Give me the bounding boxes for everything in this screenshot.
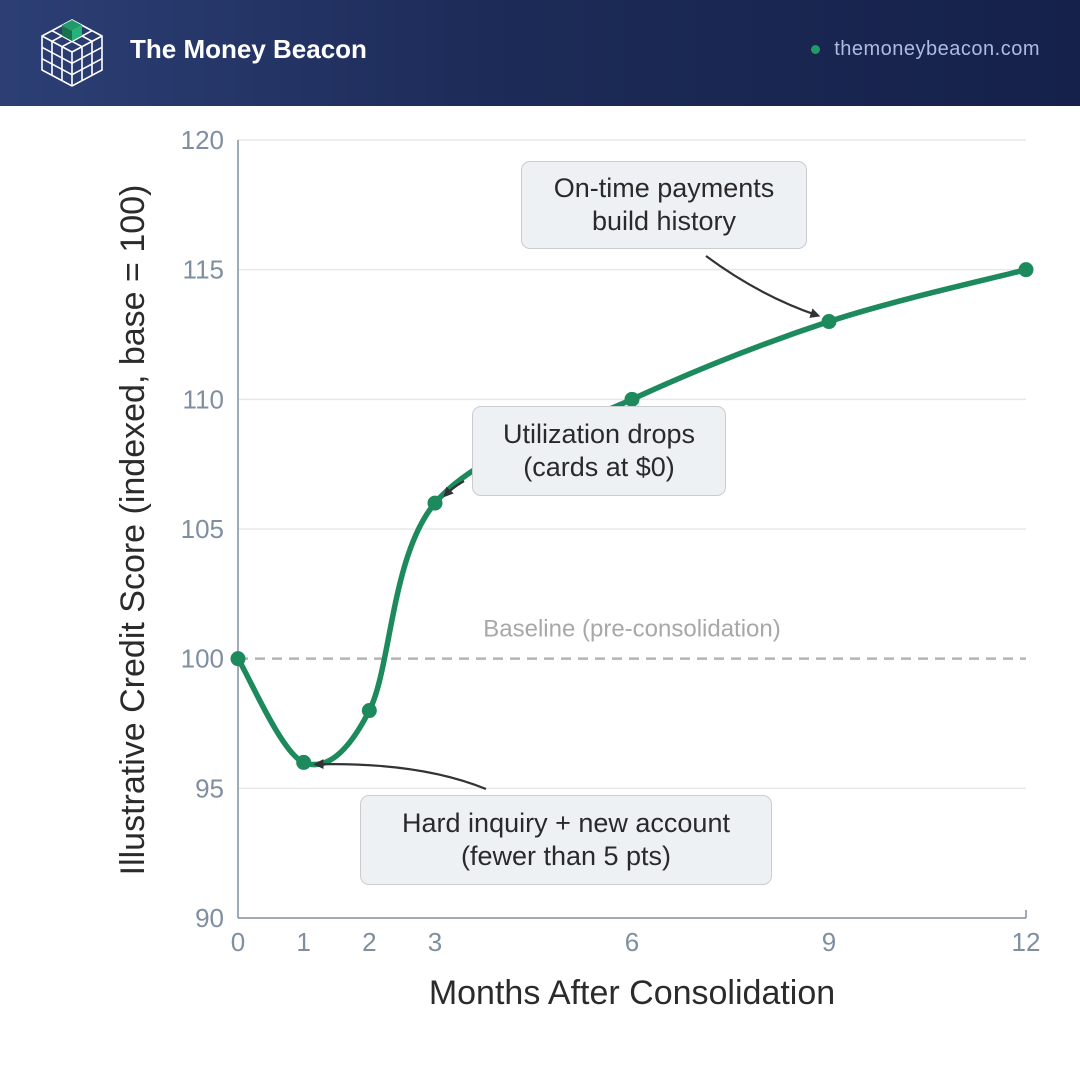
annotation-hard-inquiry: Hard inquiry + new account (fewer than 5… [360, 795, 772, 885]
y-axis-title: Illustrative Credit Score (indexed, base… [114, 185, 152, 876]
annotation-line: (cards at $0) [523, 452, 675, 482]
y-tick-label: 90 [195, 903, 224, 933]
y-tick-label: 105 [181, 514, 224, 544]
y-tick-label: 100 [181, 644, 224, 674]
data-point [230, 651, 246, 667]
y-tick-label: 110 [183, 384, 224, 414]
x-axis-title: Months After Consolidation [429, 974, 835, 1012]
y-tick-label: 95 [195, 773, 224, 803]
annotation-payments: On-time payments build history [521, 161, 807, 249]
annotation-line: (fewer than 5 pts) [460, 841, 672, 871]
y-tick-label: 120 [181, 125, 224, 155]
annotation-arrow [443, 480, 465, 498]
x-tick-label: 9 [822, 927, 836, 957]
baseline: Baseline (pre-consolidation) [238, 616, 1026, 660]
x-tick-label: 1 [296, 927, 310, 957]
annotation-arrow [313, 759, 487, 791]
baseline-label: Baseline (pre-consolidation) [483, 616, 781, 643]
cube-grid-icon [41, 19, 103, 87]
series [230, 262, 1034, 770]
annotation-arrows [313, 255, 821, 791]
x-tick-label: 0 [231, 927, 245, 957]
series-line [235, 266, 1029, 768]
header-bar: The Money Beacon themoneybeacon.com [0, 0, 1080, 106]
data-point [361, 703, 377, 719]
data-point [821, 314, 837, 330]
annotation-arrow [705, 255, 821, 318]
data-point [296, 754, 312, 770]
annotation-line: build history [591, 206, 737, 236]
annotation-line: Utilization drops [502, 419, 696, 449]
data-point [624, 391, 640, 407]
y-tick-label: 115 [183, 255, 224, 285]
data-point [1018, 262, 1034, 278]
brand-name: The Money Beacon [130, 34, 367, 64]
website-label: themoneybeacon.com [834, 38, 1040, 60]
annotation-utilization: Utilization drops (cards at $0) [472, 406, 726, 496]
x-tick-label: 12 [1012, 927, 1041, 957]
website-link[interactable]: themoneybeacon.com [811, 38, 1040, 61]
annotation-line: On-time payments [553, 173, 775, 203]
annotation-line: Hard inquiry + new account [402, 808, 730, 838]
x-tick-label: 6 [625, 927, 639, 957]
x-tick-label: 3 [428, 927, 442, 957]
axes [237, 140, 1027, 919]
data-point [427, 495, 443, 511]
status-dot-icon [811, 45, 821, 54]
x-tick-label: 2 [362, 927, 376, 957]
